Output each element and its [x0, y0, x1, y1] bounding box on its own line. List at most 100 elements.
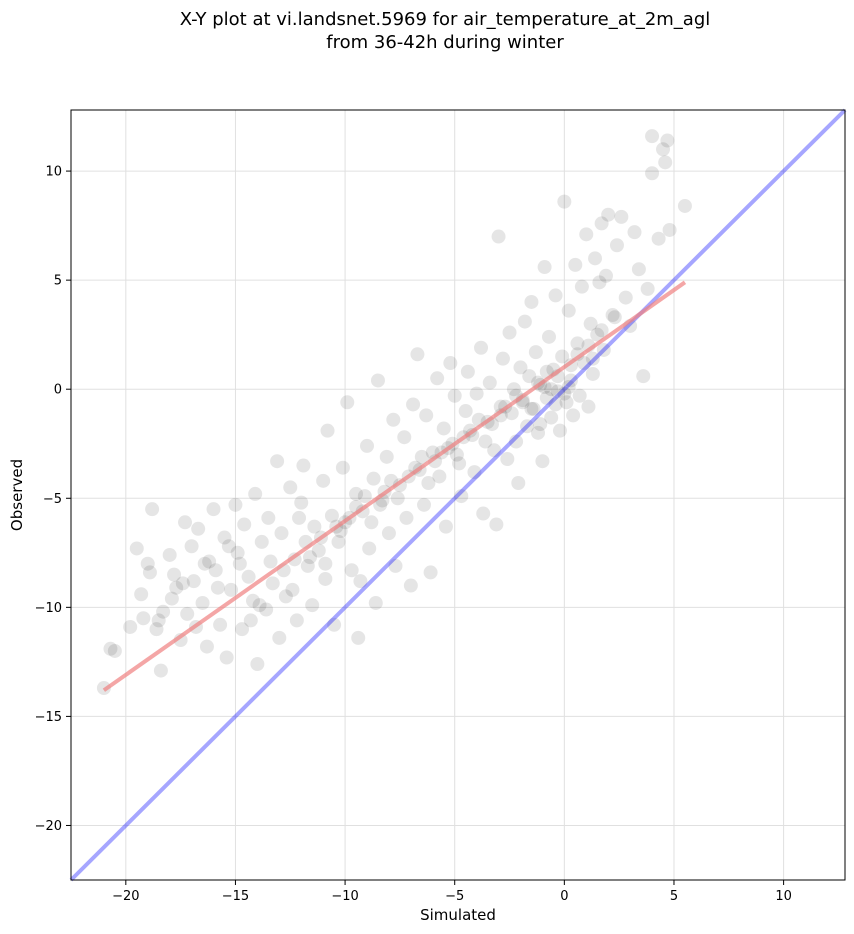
scatter-point — [235, 622, 250, 637]
scatter-point — [327, 617, 342, 632]
x-tick-label: 0 — [560, 889, 568, 904]
scatter-point — [164, 591, 179, 606]
scatter-point — [662, 222, 677, 237]
scatter-point — [373, 497, 388, 512]
scatter-point — [645, 129, 660, 144]
scatter-point — [607, 310, 622, 325]
scatter-point — [528, 345, 543, 360]
scatter-point — [129, 541, 144, 556]
scatter-point — [631, 262, 646, 277]
y-tick-label: −15 — [35, 710, 62, 725]
scatter-point — [535, 454, 550, 469]
scatter-point — [677, 198, 692, 213]
scatter-point — [263, 554, 278, 569]
x-tick-label: −20 — [112, 889, 139, 904]
scatter-point — [307, 519, 322, 534]
scatter-point — [618, 290, 633, 305]
scatter-point — [557, 386, 572, 401]
scatter-point — [506, 382, 521, 397]
scatter-point — [340, 395, 355, 410]
scatter-point — [478, 434, 493, 449]
scatter-point — [482, 375, 497, 390]
scatter-point — [548, 288, 563, 303]
scatter-points — [96, 129, 692, 696]
scatter-point — [406, 397, 421, 412]
scatter-point — [153, 663, 168, 678]
scatter-point — [645, 166, 660, 181]
scatter-point — [491, 229, 506, 244]
scatter-point — [228, 497, 243, 512]
scatter-point — [524, 294, 539, 309]
scatter-point — [175, 576, 190, 591]
y-tick-label: 0 — [54, 383, 62, 398]
y-tick-label: 10 — [45, 165, 62, 180]
scatter-point — [577, 356, 592, 371]
scatter-point — [417, 497, 432, 512]
scatter-point — [596, 342, 611, 357]
reference-lines — [69, 108, 847, 882]
scatter-point — [195, 595, 210, 610]
scatter-point — [278, 589, 293, 604]
scatter-point — [316, 473, 331, 488]
x-tick-label: −10 — [331, 889, 358, 904]
scatter-point — [539, 390, 554, 405]
scatter-point — [151, 613, 166, 628]
scatter-point — [537, 260, 552, 275]
scatter-point — [366, 471, 381, 486]
scatter-point — [219, 650, 234, 665]
scatter-point — [368, 595, 383, 610]
scatter-point — [513, 360, 528, 375]
scatter-point — [544, 410, 559, 425]
scatter-point — [364, 515, 379, 530]
scatter-point — [511, 476, 526, 491]
scatter-point — [285, 582, 300, 597]
scatter-point — [250, 657, 265, 672]
scatter-point — [585, 366, 600, 381]
scatter-point — [230, 545, 245, 560]
scatter-point — [217, 530, 232, 545]
scatter-point — [522, 369, 537, 384]
scatter-point — [489, 517, 504, 532]
scatter-point — [178, 515, 193, 530]
scatter-point — [592, 275, 607, 290]
scatter-point — [583, 316, 598, 331]
scatter-point — [627, 225, 642, 240]
scatter-point — [640, 281, 655, 296]
scatter-point — [197, 556, 212, 571]
scatter-point — [243, 613, 258, 628]
scatter-point — [436, 421, 451, 436]
scatter-point — [103, 641, 118, 656]
scatter-point — [399, 510, 414, 525]
scatter-point — [142, 565, 157, 580]
y-axis-label: Observed — [8, 459, 26, 531]
scatter-point — [541, 329, 556, 344]
scatter-point — [397, 430, 412, 445]
y-tick-label: −20 — [35, 819, 62, 834]
scatter-point — [370, 373, 385, 388]
scatter-point — [566, 408, 581, 423]
scatter-point — [460, 364, 475, 379]
scatter-point — [469, 386, 484, 401]
scatter-point — [390, 491, 405, 506]
scatter-point — [449, 447, 464, 462]
scatter-point — [533, 417, 548, 432]
scatter-point — [443, 356, 458, 371]
scatter-point — [458, 404, 473, 419]
scatter-point — [438, 519, 453, 534]
scatter-point — [191, 521, 206, 536]
scatter-point — [270, 454, 285, 469]
scatter-point — [487, 443, 502, 458]
scatter-point — [184, 539, 199, 554]
scatter-point — [421, 476, 436, 491]
scatter-point — [403, 578, 418, 593]
scatter-point — [614, 209, 629, 224]
scatter-point — [349, 486, 364, 501]
scatter-point — [388, 558, 403, 573]
scatter-point — [237, 517, 252, 532]
scatter-point — [265, 576, 280, 591]
scatter-point — [162, 547, 177, 562]
scatter-point — [574, 279, 589, 294]
scatter-point — [202, 554, 217, 569]
scatter-point — [136, 611, 151, 626]
scatter-point — [579, 227, 594, 242]
